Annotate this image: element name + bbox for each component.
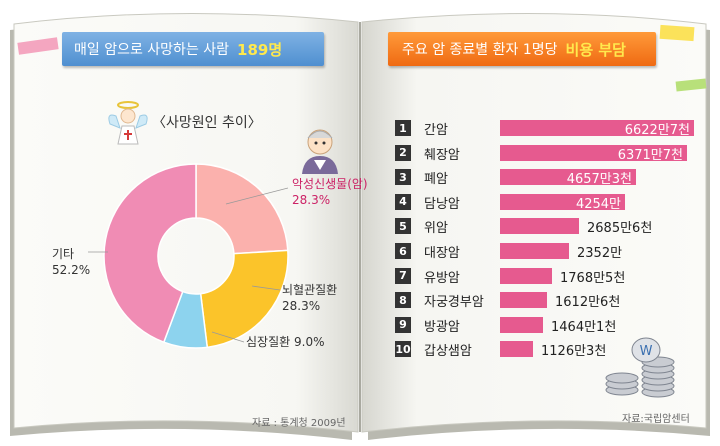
- pink-bookmark-tab: [17, 37, 59, 55]
- bar-value-label-5: 2685만6천: [587, 221, 653, 237]
- pie-label-cancer: 악성신생물(암) 28.3%: [292, 176, 368, 208]
- pie-slice-other: [103, 163, 197, 344]
- bar-category-label-2: 췌장암: [424, 147, 460, 163]
- left-title-banner: 매일 암으로 사망하는 사람 189명: [62, 32, 324, 66]
- pie-label-cancer-name: 악성신생물(암): [292, 177, 368, 191]
- bar-4: [500, 193, 625, 210]
- bar-value-label-8: 1612만6천: [555, 295, 621, 311]
- left-source-note: 자료 : 통계청 2009년: [252, 418, 346, 429]
- bar-rank-2: 2: [395, 144, 411, 161]
- bar-category-label-7: 유방암: [424, 270, 460, 286]
- bar-8: [500, 292, 547, 309]
- bar-category-label-8: 자궁경부암: [424, 295, 484, 311]
- bar-10: [500, 341, 533, 358]
- leader-line-cancer: [225, 187, 289, 205]
- bar-category-label-1: 간암: [424, 123, 448, 138]
- bar-1: [500, 120, 694, 136]
- pie-label-other-name: 기타: [52, 247, 75, 261]
- bar-value-label-7: 1768만5천: [560, 270, 626, 286]
- bar-value-label-2: 6371만7천: [617, 147, 683, 163]
- leader-line-heart: [211, 331, 245, 343]
- bar-category-label-9: 방광암: [424, 319, 460, 335]
- bar-2: [500, 144, 687, 161]
- pie-label-other-value: 52.2%: [52, 263, 91, 277]
- bar-3: [500, 169, 636, 186]
- right-title-text: 주요 암 종료별 환자 1명당: [402, 42, 558, 58]
- pie-label-other: 기타 52.2%: [52, 246, 90, 278]
- pie-label-heart: 심장질환 9.0%: [246, 334, 325, 350]
- svg-text:W: W: [640, 344, 653, 359]
- yellow-bookmark-tab: [659, 24, 695, 42]
- bar-rank-7: 7: [395, 267, 411, 284]
- green-bookmark-tab: [675, 78, 707, 92]
- pie-label-stroke-name: 뇌혈관질환: [282, 283, 338, 297]
- bar-rank-6: 6: [395, 243, 411, 259]
- pie-slice-cancer: [195, 163, 289, 255]
- left-title-text: 매일 암으로 사망하는 사람: [74, 42, 230, 58]
- bar-category-label-6: 대장암: [424, 246, 460, 261]
- right-title-banner: 주요 암 종료별 환자 1명당 비용 부담: [388, 32, 656, 66]
- bar-rank-8: 8: [395, 292, 411, 309]
- elderly-man-icon: [302, 129, 338, 174]
- pie-slice-stroke: [199, 249, 289, 349]
- bar-rank-5: 5: [395, 218, 411, 235]
- pie-label-stroke-value: 28.3%: [282, 299, 321, 313]
- bar-rank-4: 4: [395, 193, 411, 210]
- bar-7: [500, 267, 552, 284]
- bar-category-label-3: 폐암: [424, 172, 448, 188]
- pie-label-cancer-value: 28.3%: [292, 193, 331, 207]
- pie-label-heart-value: 9.0%: [294, 335, 325, 349]
- right-source-note: 자료:국립암센터: [622, 414, 690, 425]
- bar-value-label-3: 4657만3천: [566, 172, 632, 188]
- pie-label-stroke: 뇌혈관질환 28.3%: [282, 282, 337, 314]
- bar-rank-9: 9: [395, 316, 411, 333]
- left-title-highlight: 189명: [237, 40, 283, 59]
- angel-icon: [108, 101, 148, 145]
- bar-rank-1: 1: [395, 120, 411, 136]
- pie-chart-subtitle: 〈사망원인 추이〉: [152, 115, 262, 131]
- bar-category-label-4: 담낭암: [424, 196, 460, 212]
- bar-9: [500, 316, 543, 333]
- bar-category-label-10: 갑상샘암: [424, 344, 472, 360]
- bar-category-label-5: 위암: [424, 221, 448, 237]
- bar-rank-3: 3: [395, 169, 411, 186]
- bar-value-label-1: 6622만7천: [624, 123, 690, 138]
- bar-rank-10: 10: [395, 341, 411, 358]
- bar-value-label-4: 4254만: [575, 196, 621, 212]
- bar-value-label-6: 2352만: [577, 246, 623, 261]
- pie-label-heart-name: 심장질환: [246, 335, 291, 349]
- pie-chart: [103, 163, 289, 349]
- bar-5: [500, 218, 579, 235]
- right-title-highlight: 비용 부담: [565, 40, 626, 59]
- bar-6: [500, 243, 569, 259]
- leader-line-stroke: [251, 285, 281, 291]
- bar-value-label-9: 1464만1천: [551, 319, 617, 335]
- coin-stack-icon: W: [605, 337, 675, 398]
- bar-value-label-10: 1126만3천: [541, 344, 607, 360]
